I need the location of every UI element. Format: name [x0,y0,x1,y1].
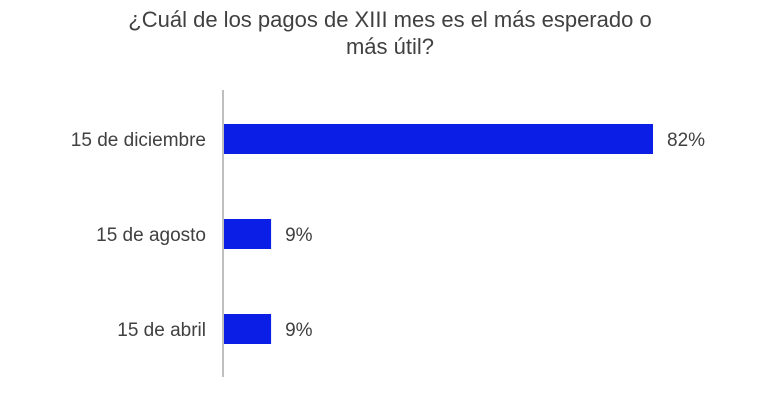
data-label: 82% [667,130,705,151]
chart-title: ¿Cuál de los pagos de XIII mes es el más… [40,6,740,60]
bar [224,124,653,154]
data-label: 9% [285,320,313,341]
bar [224,219,272,249]
category-label: 15 de diciembre [71,130,206,151]
bar [224,314,272,344]
data-label: 9% [285,225,313,246]
chart-title-line-1: ¿Cuál de los pagos de XIII mes es el más… [128,7,652,32]
chart-title-line-2: más útil? [345,34,435,59]
category-label: 15 de agosto [96,225,206,246]
category-label: 15 de abril [117,320,206,341]
